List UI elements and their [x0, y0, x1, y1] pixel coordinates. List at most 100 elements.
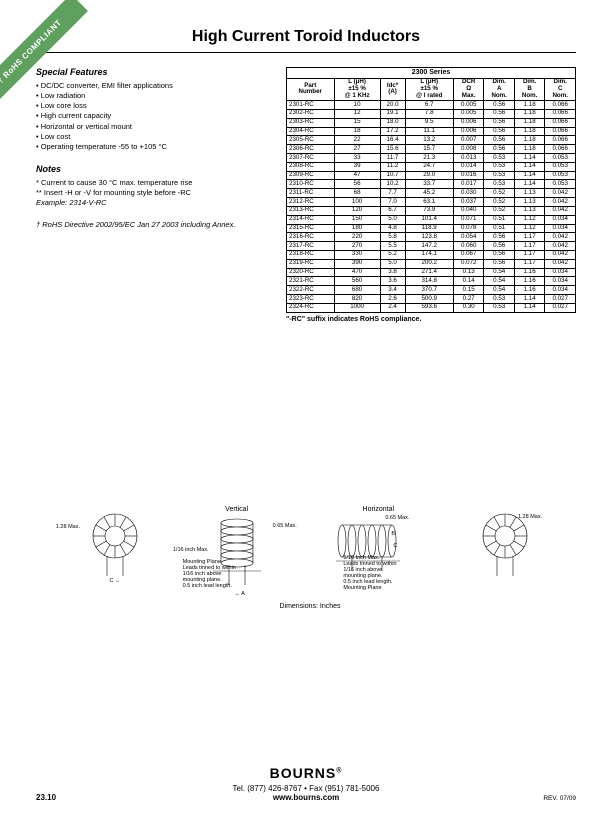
table-cell: 0.56	[484, 145, 514, 154]
diagram-vertical: Vertical 1/16 inch Max.	[177, 506, 297, 597]
table-cell: 21.3	[405, 154, 453, 163]
table-cell: 5.2	[380, 250, 405, 259]
table-cell: 0.054	[453, 233, 484, 242]
table-cell: 0.042	[545, 259, 576, 268]
table-cell: 271.4	[405, 268, 453, 277]
table-cell: 0.006	[453, 118, 484, 127]
table-cell: 0.037	[453, 198, 484, 207]
table-cell: 101.4	[405, 215, 453, 224]
table-cell: 560	[334, 277, 380, 286]
table-cell: 2.6	[380, 295, 405, 304]
table-cell: 2320-RC	[287, 268, 335, 277]
content-row: Special Features DC/DC converter, EMI fi…	[0, 67, 612, 323]
col-header: Dim.BNom.	[514, 78, 544, 100]
table-row: 2324-RC10002.4593.60.300.531.140.027	[287, 303, 576, 312]
table-cell: 9.5	[405, 118, 453, 127]
col-header: Dim.CNom.	[545, 78, 576, 100]
table-cell: 2303-RC	[287, 118, 335, 127]
header-row: PartNumberL (μH)±15 %@ 1 KHzIdc*(A)L (μH…	[287, 78, 576, 100]
table-cell: 3.4	[380, 286, 405, 295]
horizontal-label: Horizontal	[313, 506, 443, 513]
table-cell: 1.14	[514, 180, 544, 189]
table-cell: 0.15	[453, 286, 484, 295]
table-cell: 1.14	[514, 295, 544, 304]
table-cell: 0.14	[453, 277, 484, 286]
table-cell: 2301-RC	[287, 101, 335, 110]
table-row: 2320-RC4703.8271.40.130.541.160.034	[287, 268, 576, 277]
table-cell: 12	[334, 109, 380, 118]
table-row: 2311-RC687.745.20.0300.521.130.042	[287, 189, 576, 198]
table-cell: 2307-RC	[287, 154, 335, 163]
table-cell: 200.2	[405, 259, 453, 268]
table-cell: 2314-RC	[287, 215, 335, 224]
dim-128-label: 1.28 Max.	[54, 524, 80, 530]
page-number: 23.10	[36, 793, 56, 802]
table-cell: 1.17	[514, 259, 544, 268]
table-cell: 1.16	[514, 268, 544, 277]
table-cell: 2318-RC	[287, 250, 335, 259]
features-list: DC/DC converter, EMI filter applications…	[36, 81, 266, 152]
table-cell: 2317-RC	[287, 242, 335, 251]
note-line: ** Insert -H or -V for mounting style be…	[36, 188, 266, 198]
table-cell: 2305-RC	[287, 136, 335, 145]
table-cell: 1.17	[514, 250, 544, 259]
table-cell: 0.53	[484, 180, 514, 189]
table-cell: 0.060	[453, 242, 484, 251]
table-cell: 0.53	[484, 162, 514, 171]
table-cell: 7.0	[380, 198, 405, 207]
table-cell: 2313-RC	[287, 206, 335, 215]
table-cell: 0.56	[484, 242, 514, 251]
feature-item: Low core loss	[36, 101, 266, 111]
table-cell: 0.56	[484, 233, 514, 242]
col-header: L (μH)±15 %@ I rated	[405, 78, 453, 100]
table-cell: 45.2	[405, 189, 453, 198]
table-cell: 0.042	[545, 250, 576, 259]
table-cell: 6.7	[405, 101, 453, 110]
table-cell: 2309-RC	[287, 171, 335, 180]
footer-url: www.bourns.com	[0, 793, 612, 802]
table-cell: 73.9	[405, 206, 453, 215]
table-row: 2307-RC3311.721.30.0130.531.140.053	[287, 154, 576, 163]
table-cell: 29.0	[405, 171, 453, 180]
table-cell: 0.30	[453, 303, 484, 312]
table-cell: 0.005	[453, 101, 484, 110]
notes-heading: Notes	[36, 164, 266, 174]
table-cell: 5.0	[380, 259, 405, 268]
table-row: 2315-RC1804.8118.90.0780.511.120.034	[287, 224, 576, 233]
table-cell: 47	[334, 171, 380, 180]
table-cell: 0.053	[545, 154, 576, 163]
table-cell: 2302-RC	[287, 109, 335, 118]
col-header: L (μH)±15 %@ 1 KHz	[334, 78, 380, 100]
footer: BOURNS® Tel. (877) 426-8767 • Fax (951) …	[0, 765, 612, 802]
table-cell: 7.8	[405, 109, 453, 118]
table-cell: 0.034	[545, 215, 576, 224]
table-cell: 470	[334, 268, 380, 277]
annex-note: † RoHS Directive 2002/95/EC Jan 27 2003 …	[36, 220, 266, 230]
table-cell: 0.078	[453, 224, 484, 233]
table-cell: 0.56	[484, 101, 514, 110]
table-row: 2321-RC5603.6314.80.140.541.160.034	[287, 277, 576, 286]
table-cell: 10.2	[380, 180, 405, 189]
table-cell: 1.18	[514, 145, 544, 154]
table-cell: 500.9	[405, 295, 453, 304]
table-cell: 820	[334, 295, 380, 304]
example-value: 2314-V-RC	[69, 198, 106, 207]
table-cell: 1.17	[514, 233, 544, 242]
series-header: 2300 Series	[287, 68, 576, 79]
table-cell: 0.56	[484, 127, 514, 136]
dim-b-label: B	[391, 531, 521, 537]
table-cell: 0.008	[453, 145, 484, 154]
features-heading: Special Features	[36, 67, 266, 77]
table-row: 2306-RC2715.615.70.0080.561.180.066	[287, 145, 576, 154]
table-cell: 11.7	[380, 154, 405, 163]
table-cell: 0.034	[545, 286, 576, 295]
table-cell: 0.54	[484, 286, 514, 295]
table-cell: 19.1	[380, 109, 405, 118]
table-cell: 0.034	[545, 277, 576, 286]
table-cell: 0.042	[545, 198, 576, 207]
table-cell: 5.5	[380, 242, 405, 251]
table-cell: 27	[334, 145, 380, 154]
table-cell: 0.13	[453, 268, 484, 277]
table-cell: 0.071	[453, 215, 484, 224]
feature-item: Horizontal or vertical mount	[36, 122, 266, 132]
